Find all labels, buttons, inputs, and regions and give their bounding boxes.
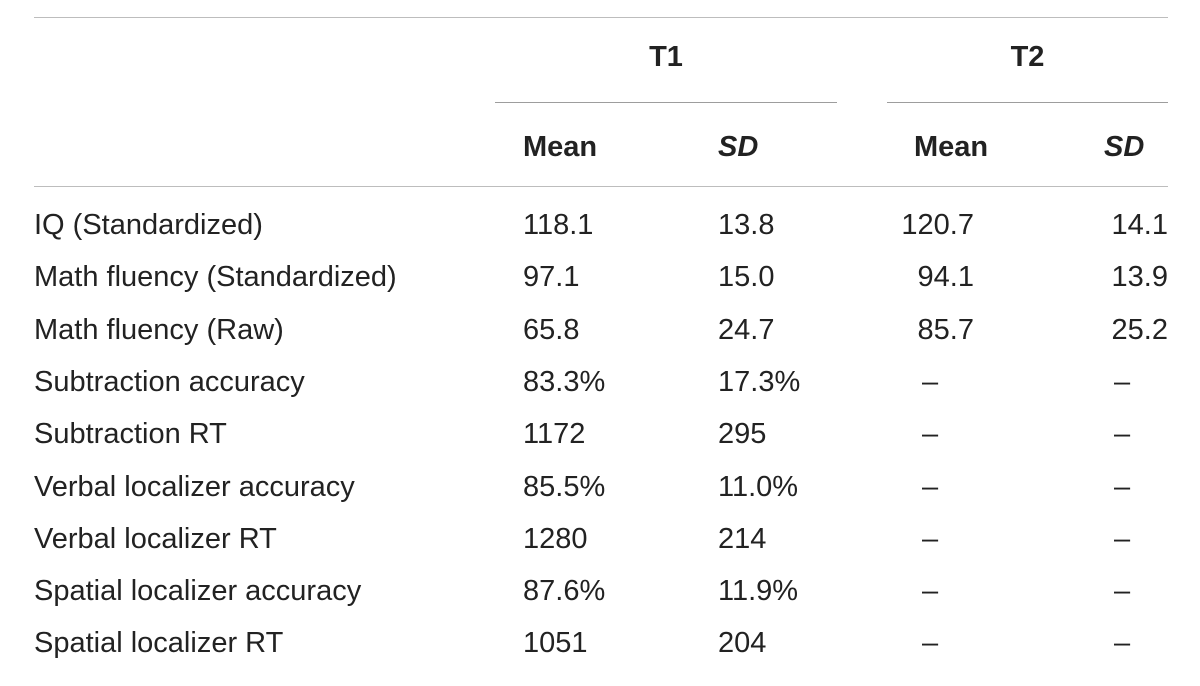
table-top-rule: [34, 17, 1168, 18]
row-label: Subtraction RT: [34, 418, 227, 450]
t2-sd-cell: –: [1114, 575, 1131, 607]
t1-sd-cell: 17.3%: [718, 366, 801, 398]
t1-mean-cell: 1051: [523, 627, 588, 659]
t1-mean-cell: 1280: [523, 523, 588, 555]
t2-mean-cell: –: [922, 418, 939, 450]
t1-mean-cell: 83.3%: [523, 366, 606, 398]
t2-sd-cell: 13.9: [1111, 261, 1168, 293]
row-label: Verbal localizer accuracy: [34, 471, 355, 503]
t2-sd-cell: –: [1114, 418, 1131, 450]
group-header-t1: T1: [649, 41, 683, 73]
row-label: Spatial localizer RT: [34, 627, 284, 659]
t2-mean-cell: 85.7: [917, 314, 974, 346]
t2-sd-cell: –: [1114, 627, 1131, 659]
t2-sd-cell: –: [1114, 471, 1131, 503]
t2-sd-cell: 25.2: [1111, 314, 1168, 346]
t2-mean-cell: –: [922, 523, 939, 555]
t1-span-rule: [495, 102, 837, 103]
t2-mean-cell: 94.1: [917, 261, 974, 293]
row-label: Math fluency (Standardized): [34, 261, 397, 293]
column-header-t1-mean: Mean: [523, 131, 598, 163]
t1-sd-cell: 11.0%: [718, 471, 799, 503]
t2-sd-cell: –: [1114, 523, 1131, 555]
row-label: Spatial localizer accuracy: [34, 575, 362, 607]
t2-mean-cell: –: [922, 366, 939, 398]
t1-mean-cell: 85.5%: [523, 471, 606, 503]
row-label: Verbal localizer RT: [34, 523, 277, 555]
header-bottom-rule: [34, 186, 1168, 187]
column-header-t1-sd: SD: [718, 131, 759, 163]
t1-sd-cell: 24.7: [718, 314, 775, 346]
column-header-t2-sd: SD: [1104, 131, 1145, 163]
t1-sd-cell: 13.8: [718, 209, 775, 241]
group-header-t2: T2: [1010, 41, 1045, 73]
t1-sd-cell: 214: [718, 523, 767, 555]
t1-mean-cell: 87.6%: [523, 575, 606, 607]
row-label: Subtraction accuracy: [34, 366, 305, 398]
t2-sd-cell: –: [1114, 366, 1131, 398]
t1-mean-cell: 118.1: [523, 209, 594, 241]
row-label: Math fluency (Raw): [34, 314, 284, 346]
t2-span-rule: [887, 102, 1168, 103]
t1-mean-cell: 97.1: [523, 261, 580, 293]
t1-sd-cell: 11.9%: [718, 575, 799, 607]
t1-sd-cell: 15.0: [718, 261, 775, 293]
t2-mean-cell: –: [922, 575, 939, 607]
t1-sd-cell: 204: [718, 627, 767, 659]
t2-sd-cell: 14.1: [1111, 209, 1168, 241]
t2-mean-cell: –: [922, 627, 939, 659]
t2-mean-cell: –: [922, 471, 939, 503]
column-header-t2-mean: Mean: [914, 131, 989, 163]
data-table: T1 T2 Mean SD Mean SD IQ (Standardized) 1…: [34, 0, 1168, 686]
t2-mean-cell: 120.7: [901, 209, 974, 241]
t1-mean-cell: 65.8: [523, 314, 580, 346]
t1-sd-cell: 295: [718, 418, 767, 450]
row-label: IQ (Standardized): [34, 209, 263, 241]
t1-mean-cell: 1172: [523, 418, 586, 450]
